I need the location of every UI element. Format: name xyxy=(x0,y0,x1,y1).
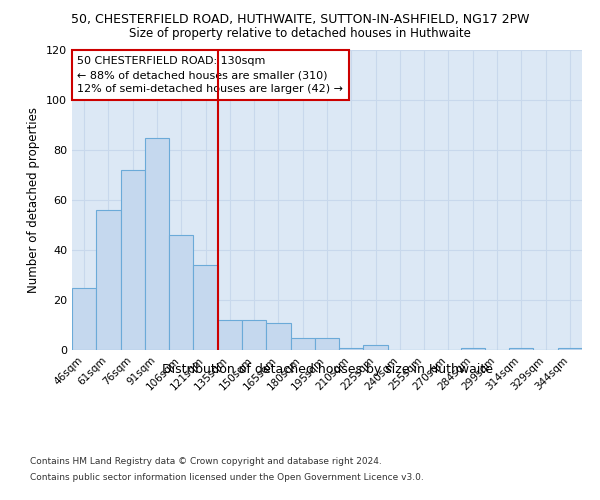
Bar xyxy=(193,265,218,350)
Bar xyxy=(96,210,121,350)
Bar xyxy=(242,320,266,350)
Bar xyxy=(461,348,485,350)
Text: Contains public sector information licensed under the Open Government Licence v3: Contains public sector information licen… xyxy=(30,472,424,482)
Bar xyxy=(290,338,315,350)
Bar xyxy=(509,348,533,350)
Text: 50 CHESTERFIELD ROAD: 130sqm
← 88% of detached houses are smaller (310)
12% of s: 50 CHESTERFIELD ROAD: 130sqm ← 88% of de… xyxy=(77,56,343,94)
Bar xyxy=(169,235,193,350)
Text: Distribution of detached houses by size in Huthwaite: Distribution of detached houses by size … xyxy=(161,362,493,376)
Bar xyxy=(315,338,339,350)
Y-axis label: Number of detached properties: Number of detached properties xyxy=(28,107,40,293)
Bar xyxy=(364,345,388,350)
Text: 50, CHESTERFIELD ROAD, HUTHWAITE, SUTTON-IN-ASHFIELD, NG17 2PW: 50, CHESTERFIELD ROAD, HUTHWAITE, SUTTON… xyxy=(71,12,529,26)
Bar xyxy=(218,320,242,350)
Text: Size of property relative to detached houses in Huthwaite: Size of property relative to detached ho… xyxy=(129,28,471,40)
Bar xyxy=(266,322,290,350)
Bar xyxy=(145,138,169,350)
Bar xyxy=(339,348,364,350)
Bar xyxy=(558,348,582,350)
Bar xyxy=(72,288,96,350)
Text: Contains HM Land Registry data © Crown copyright and database right 2024.: Contains HM Land Registry data © Crown c… xyxy=(30,458,382,466)
Bar xyxy=(121,170,145,350)
